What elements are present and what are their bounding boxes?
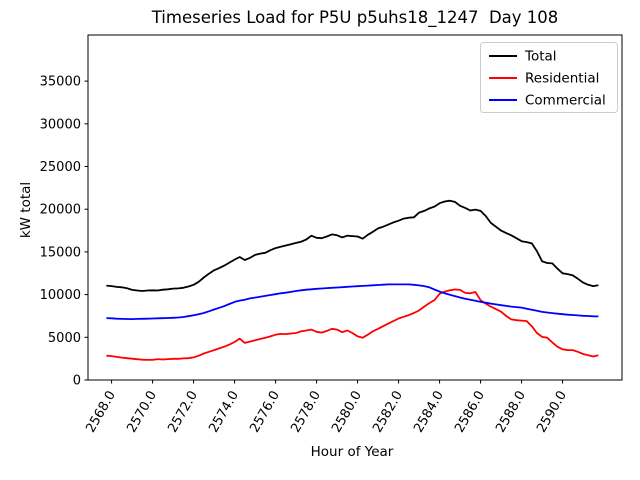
x-tick-label: 2572.0 <box>165 389 201 436</box>
x-tick-label: 2568.0 <box>83 389 119 436</box>
x-axis-label: Hour of Year <box>311 444 394 460</box>
series-line-commercial <box>106 283 599 321</box>
y-tick-label: 15000 <box>40 245 81 260</box>
x-tick-label: 2570.0 <box>124 389 160 436</box>
legend: Total Residential Commercial <box>480 42 618 113</box>
x-tick-label: 2586.0 <box>452 389 488 436</box>
plot-border <box>87 34 623 381</box>
x-tick-label: 2574.0 <box>206 389 242 436</box>
y-axis-label: kW total <box>18 182 34 238</box>
y-tick-label: 0 <box>73 374 81 389</box>
legend-label-total: Total <box>524 49 557 65</box>
y-tick-label: 30000 <box>40 117 81 132</box>
x-tick-label: 2580.0 <box>329 389 365 436</box>
y-tick-label: 35000 <box>40 75 81 90</box>
chart-title: Timeseries Load for P5U p5uhs18_1247 Day… <box>151 8 559 28</box>
y-tick-label: 20000 <box>40 203 81 218</box>
x-tick-label: 2590.0 <box>534 389 570 436</box>
series-line-total <box>106 199 599 292</box>
legend-label-commercial: Commercial <box>525 93 606 109</box>
y-tick-label: 10000 <box>40 288 81 303</box>
x-tick-label: 2584.0 <box>411 389 447 436</box>
x-tick-label: 2582.0 <box>370 389 406 436</box>
legend-box <box>480 42 618 113</box>
x-tick-label: 2588.0 <box>493 389 529 436</box>
x-tick-label: 2578.0 <box>288 389 324 436</box>
y-tick-label: 25000 <box>40 160 81 175</box>
y-tick-label: 5000 <box>48 331 81 346</box>
legend-label-residential: Residential <box>525 71 599 87</box>
x-tick-label: 2576.0 <box>247 389 283 436</box>
series-line-residential <box>106 288 599 361</box>
series-lines <box>106 199 599 361</box>
